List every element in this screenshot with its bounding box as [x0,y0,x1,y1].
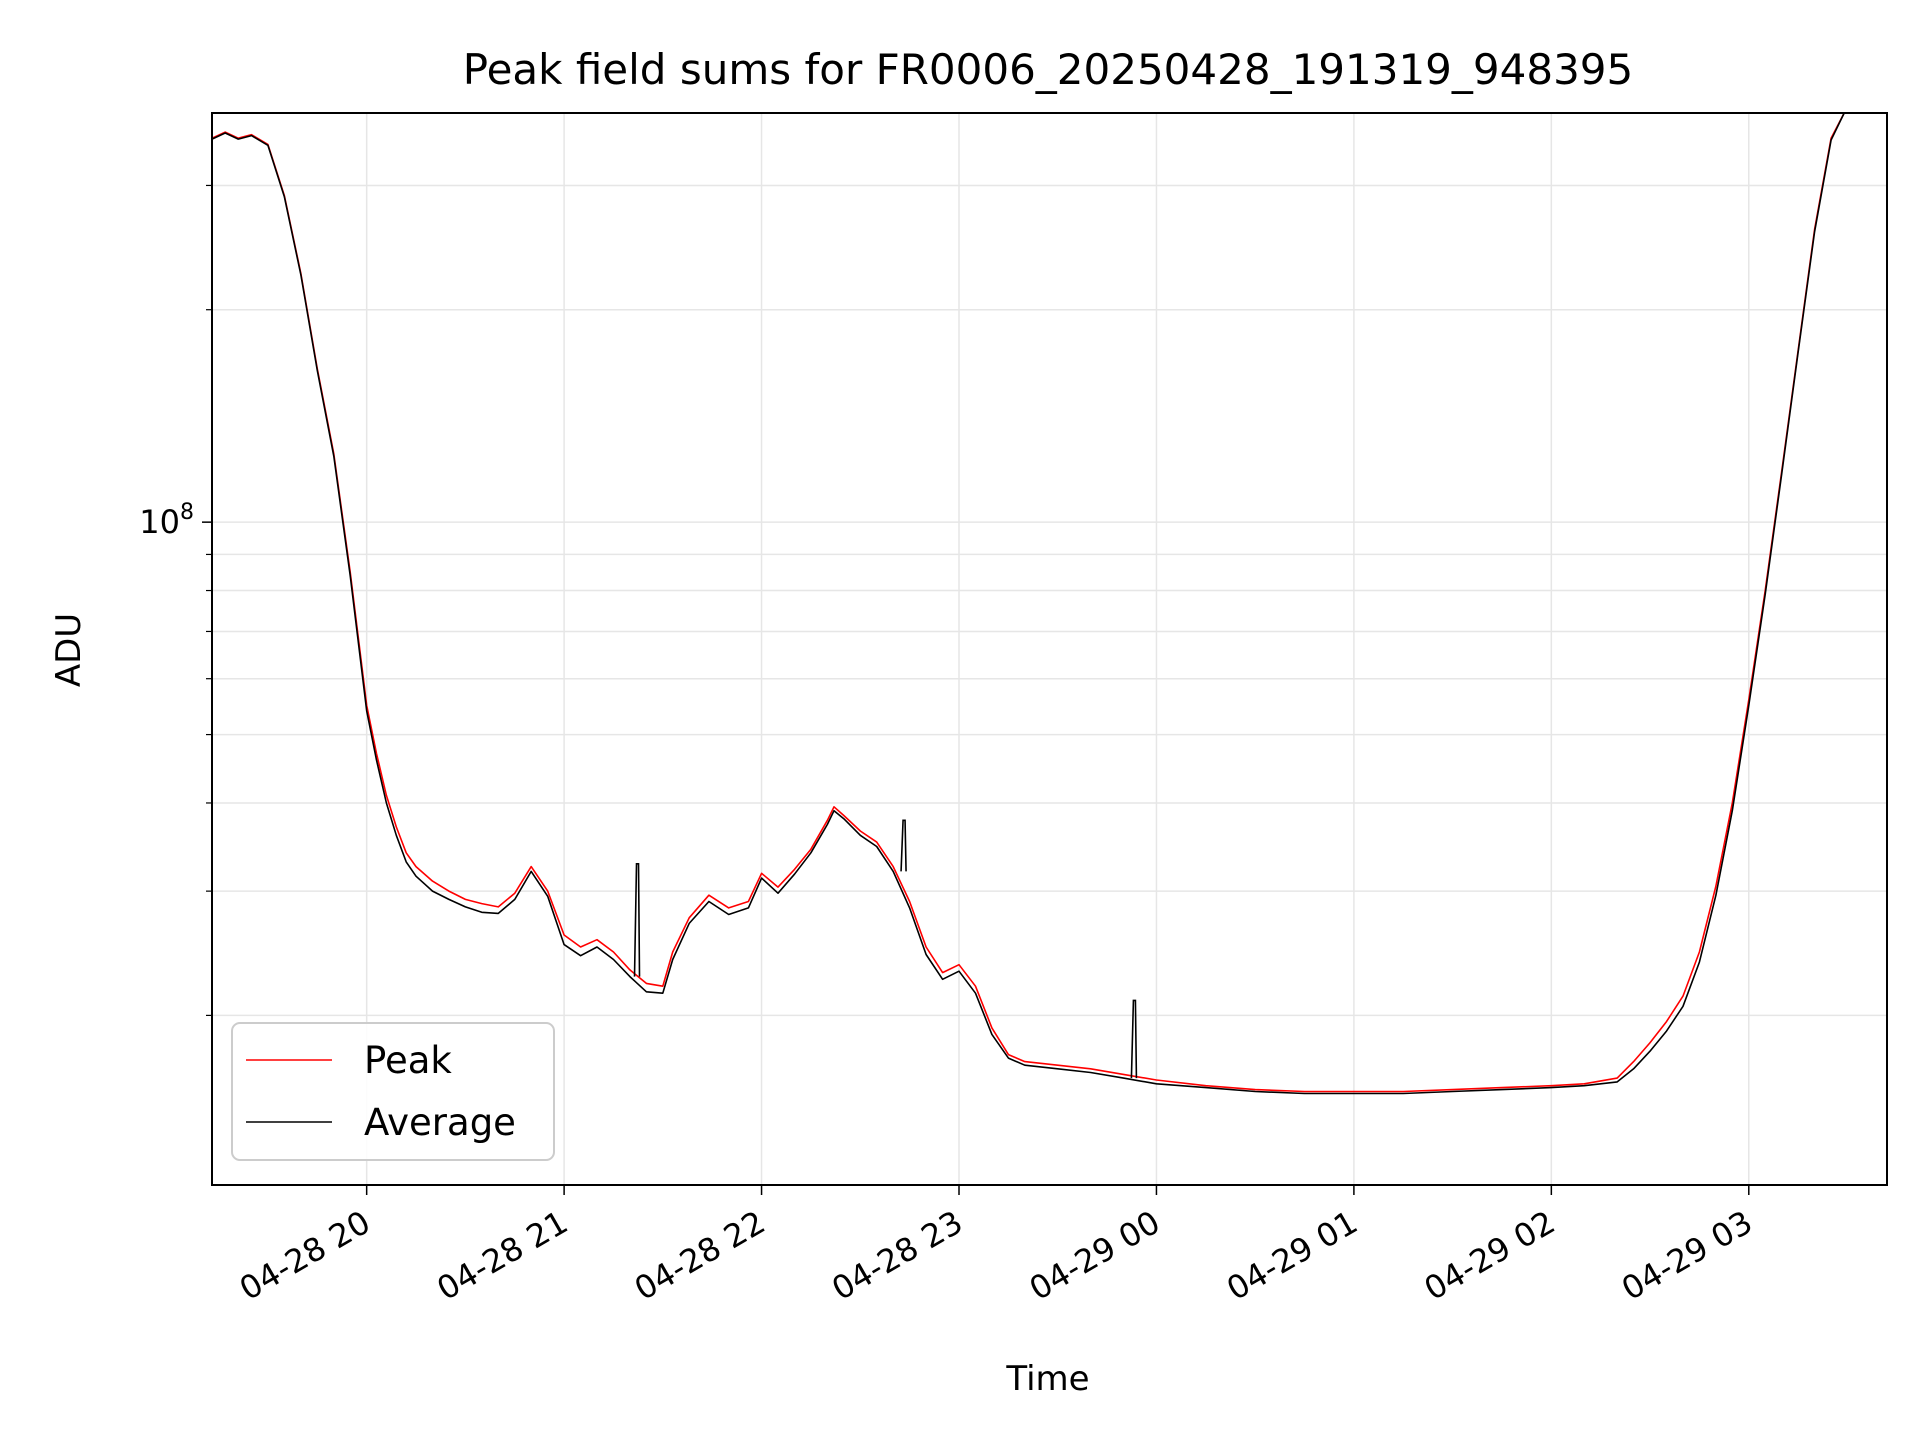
grid [212,113,1887,1185]
chart-title: Peak field sums for FR0006_20250428_1913… [463,45,1633,94]
plot-area-frame [211,112,1888,1186]
series-spike [900,819,907,872]
y-axis-label: ADU [49,613,89,687]
series-spike [633,862,641,977]
x-axis-label: Time [1005,1359,1089,1399]
legend-label-peak: Peak [364,1039,452,1082]
y-tick-label: 108 [139,500,194,541]
plot-lines [211,112,1845,1095]
series-line-average [211,112,1845,1095]
series-line-peak [211,112,1845,1093]
legend-box [231,1022,555,1161]
legend-label-average: Average [364,1101,516,1144]
legend: Peak Average [231,1022,555,1161]
series-spike [1130,999,1138,1079]
